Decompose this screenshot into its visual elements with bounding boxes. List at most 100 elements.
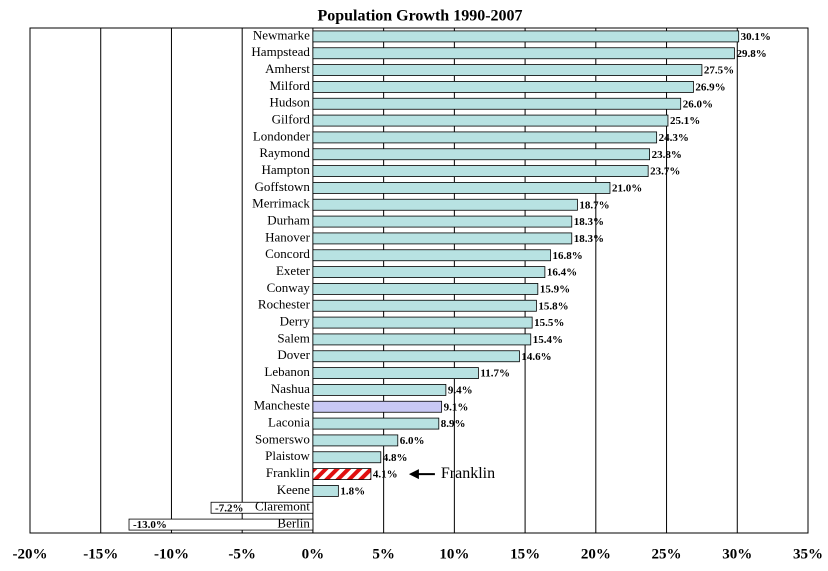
bar <box>312 97 682 110</box>
bar <box>312 30 740 43</box>
value-label: 4.1% <box>373 469 398 481</box>
value-label: 15.4% <box>533 334 563 346</box>
bar <box>312 64 703 76</box>
x-tick-label: 0% <box>302 546 325 562</box>
category-label: Lebanon <box>264 364 310 379</box>
value-label: 15.8% <box>538 300 568 312</box>
bar <box>312 316 533 329</box>
x-tick-label: 35% <box>793 546 823 562</box>
value-label: 26.9% <box>695 81 725 93</box>
value-label: 21.0% <box>612 182 642 194</box>
value-label: 29.8% <box>736 48 766 60</box>
bar <box>312 182 611 194</box>
x-tick-label: 30% <box>722 546 752 562</box>
value-label: 11.7% <box>480 368 510 380</box>
value-label: 4.8% <box>383 452 408 464</box>
bar <box>312 283 539 295</box>
category-label: Goffstown <box>255 179 311 194</box>
value-label: 18.3% <box>574 216 604 228</box>
bar <box>312 468 372 480</box>
bar <box>312 434 399 447</box>
category-label: Amherst <box>265 61 310 76</box>
category-label: Gilford <box>272 112 311 127</box>
bar <box>312 114 669 127</box>
bar <box>128 518 314 531</box>
value-label: 18.3% <box>574 233 604 245</box>
category-label: Mancheste <box>254 398 311 413</box>
bar <box>312 81 694 93</box>
x-tick-label: 5% <box>372 546 395 562</box>
value-label: 6.0% <box>400 435 425 447</box>
category-label: Laconia <box>268 415 310 430</box>
category-label: Dover <box>277 347 310 362</box>
category-label: Raymond <box>259 145 310 160</box>
bar <box>312 299 537 312</box>
value-label: -13.0% <box>133 519 167 531</box>
category-label: Londonder <box>253 128 311 143</box>
bar <box>312 333 532 346</box>
category-label: Milford <box>269 78 310 93</box>
category-label: Concord <box>265 246 310 261</box>
category-label: Newmarke <box>253 27 310 42</box>
bar <box>312 131 658 144</box>
value-label: 18.7% <box>579 199 609 211</box>
x-tick-label: -20% <box>13 546 48 562</box>
value-label: 23.8% <box>652 149 682 161</box>
category-label: Conway <box>267 280 311 295</box>
category-label: Keene <box>277 482 310 497</box>
bar <box>312 148 650 161</box>
value-label: 27.5% <box>704 65 734 77</box>
value-label: -7.2% <box>215 502 243 514</box>
value-label: 16.8% <box>553 250 583 262</box>
category-label: Nashua <box>271 381 310 396</box>
category-label: Hampstead <box>251 44 310 59</box>
bar <box>312 198 578 211</box>
category-label: Somerswo <box>255 431 310 446</box>
annotation-arrowhead <box>408 469 419 480</box>
category-label: Derry <box>280 314 311 329</box>
category-label: Salem <box>277 330 310 345</box>
value-label: 30.1% <box>741 31 771 43</box>
bar <box>312 451 382 464</box>
value-label: 9.4% <box>448 384 473 396</box>
category-label: Rochester <box>258 297 311 312</box>
value-label: 15.9% <box>540 283 570 295</box>
bar <box>210 501 314 514</box>
category-label: Franklin <box>266 465 311 480</box>
bar <box>312 266 546 278</box>
chart-title: Population Growth 1990-2007 <box>317 8 522 25</box>
bar <box>312 232 573 245</box>
value-label: 24.3% <box>659 132 689 144</box>
x-tick-label: 10% <box>439 546 469 562</box>
bar <box>312 165 649 177</box>
value-label: 26.0% <box>683 98 713 110</box>
value-label: 8.9% <box>441 418 466 430</box>
category-label: Plaistow <box>265 448 310 463</box>
x-tick-label: -15% <box>83 546 118 562</box>
category-label: Merrimack <box>252 196 310 211</box>
bar <box>312 417 440 430</box>
x-tick-label: -10% <box>154 546 189 562</box>
value-label: 14.6% <box>521 351 551 363</box>
bar <box>312 215 573 228</box>
category-label: Berlin <box>277 516 310 531</box>
value-label: 1.8% <box>340 485 365 497</box>
category-label: Hampton <box>262 162 311 177</box>
category-label: Hanover <box>265 229 310 244</box>
category-label: Hudson <box>269 95 310 110</box>
category-label: Durham <box>267 213 310 228</box>
value-label: 9.1% <box>444 401 469 413</box>
value-label: 16.4% <box>547 267 577 279</box>
bar <box>312 400 443 413</box>
category-label: Exeter <box>276 263 311 278</box>
bar <box>312 485 339 497</box>
x-tick-label: 20% <box>581 546 611 562</box>
bar <box>312 384 447 396</box>
bar <box>312 367 479 379</box>
x-tick-label: 25% <box>652 546 682 562</box>
value-label: 25.1% <box>670 115 700 127</box>
bar <box>312 249 551 262</box>
annotation: Franklin <box>441 465 495 482</box>
